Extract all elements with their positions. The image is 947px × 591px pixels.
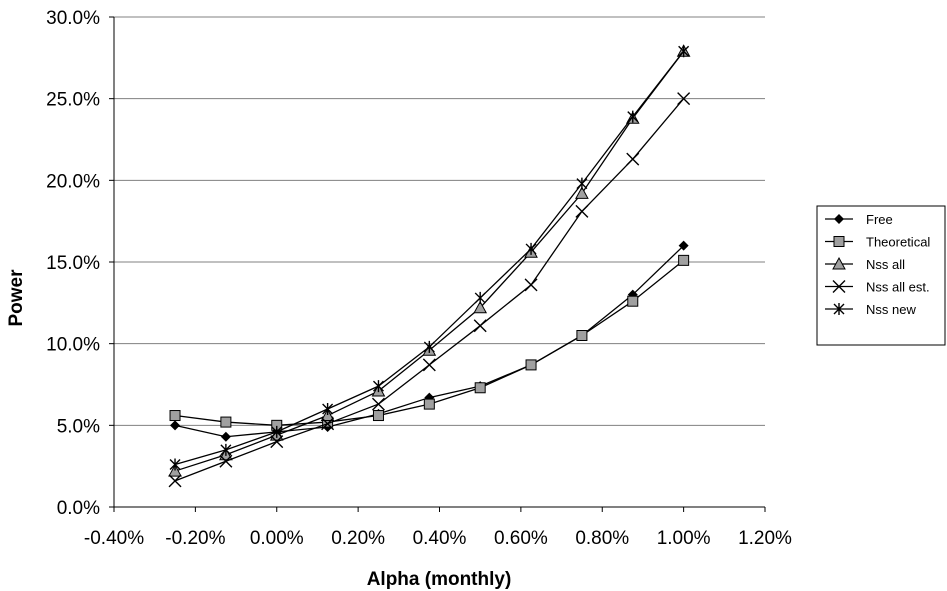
data-point-nss-new (627, 110, 639, 123)
y-tick-label: 30.0% (46, 8, 100, 29)
data-point-nss-all-est (677, 92, 691, 106)
data-point-theoretical (474, 382, 486, 394)
y-tick-label: 0.0% (57, 498, 100, 519)
data-point-nss-all-est (270, 435, 284, 449)
legend-marker-free (834, 214, 844, 224)
data-point-nss-all-est (473, 319, 487, 333)
data-point-nss-all-est (219, 454, 233, 468)
legend-item-nss-new: Nss new (825, 302, 916, 317)
x-axis: -0.40% -0.20% 0.00% 0.20% 0.40% 0.60% 0.80% 1.0… (84, 506, 792, 549)
x-tick-label: 0.00% (250, 528, 304, 549)
data-point-theoretical (372, 410, 384, 422)
data-point-free (220, 431, 231, 442)
x-tick-label: 0.40% (413, 528, 467, 549)
legend-marker-nss-new (833, 303, 845, 315)
series-nss-new (169, 45, 690, 471)
data-point-nss-new (525, 242, 537, 255)
y-tick-label: 25.0% (46, 90, 100, 111)
plot-area (114, 16, 765, 426)
y-tick-label: 5.0% (57, 416, 100, 437)
x-tick-label: 1.20% (738, 528, 792, 549)
legend-item-nss-all: Nss all (825, 256, 905, 272)
data-point-nss-all (473, 300, 488, 314)
y-axis: 0.0% 5.0% 10.0% 15.0% 20.0% 25.0% 30.0% (46, 8, 115, 519)
x-tick-label: 1.00% (657, 528, 711, 549)
data-point-theoretical (576, 330, 588, 341)
legend-item-free: Free (825, 212, 893, 227)
x-tick-label: -0.40% (84, 528, 144, 549)
data-point-theoretical (220, 416, 232, 428)
data-point-nss-new (372, 380, 384, 393)
x-tick-label: 0.80% (575, 528, 629, 549)
x-axis-title: Alpha (monthly) (367, 569, 512, 590)
legend-marker-nss-all (832, 256, 846, 270)
data-point-nss-all-est (168, 474, 182, 488)
data-point-nss-new (271, 425, 283, 438)
x-tick-label: 0.20% (331, 528, 385, 549)
data-point-theoretical (627, 295, 639, 307)
data-point-nss-new (322, 403, 334, 415)
y-tick-label: 15.0% (46, 253, 100, 274)
data-point-nss-all-est (575, 204, 589, 218)
data-point-nss-all (575, 186, 589, 199)
data-point-nss-all (168, 464, 182, 477)
legend-item-nss-all-est: Nss all est. (825, 280, 930, 295)
legend-marker-theoretical (833, 236, 845, 247)
series-theoretical (169, 254, 690, 431)
data-point-nss-new (678, 45, 690, 58)
data-point-nss-all-est (321, 417, 335, 431)
data-point-nss-all (320, 408, 335, 422)
x-tick-label: 0.60% (494, 528, 548, 549)
data-point-nss-new (169, 458, 181, 471)
data-point-theoretical (423, 398, 435, 410)
data-point-nss-all-est (371, 397, 385, 411)
legend-item-theoretical: Theoretical (825, 235, 930, 250)
series-nss-all-est (168, 92, 691, 488)
data-point-nss-all-est (422, 358, 436, 372)
data-point-nss-new (220, 443, 232, 456)
x-tick-label: -0.20% (165, 528, 225, 549)
legend-label-nss-new: Nss new (866, 302, 916, 317)
y-axis-title: Power (6, 269, 27, 327)
data-point-nss-new (474, 291, 486, 304)
data-point-nss-new (423, 340, 435, 353)
legend: Free Theoretical Nss all Nss all est. Nss ne… (816, 205, 946, 346)
legend-label-nss-all-est: Nss all est. (866, 280, 930, 295)
data-point-nss-all-est (524, 278, 538, 292)
series-layer (168, 44, 691, 488)
legend-label-free: Free (866, 212, 893, 227)
legend-label-nss-all: Nss all (866, 257, 905, 272)
data-point-nss-all-est (626, 152, 640, 166)
data-point-free (678, 240, 689, 251)
series-nss-all (168, 44, 691, 477)
data-point-theoretical (169, 410, 181, 422)
data-point-nss-new (576, 177, 588, 190)
data-point-theoretical (525, 359, 537, 371)
data-point-theoretical (678, 254, 690, 266)
y-tick-label: 20.0% (46, 171, 100, 192)
y-tick-label: 10.0% (46, 335, 100, 356)
legend-marker-nss-all-est (832, 280, 846, 293)
legend-box (816, 205, 946, 346)
legend-label-theoretical: Theoretical (866, 235, 930, 250)
data-point-free (170, 420, 181, 431)
